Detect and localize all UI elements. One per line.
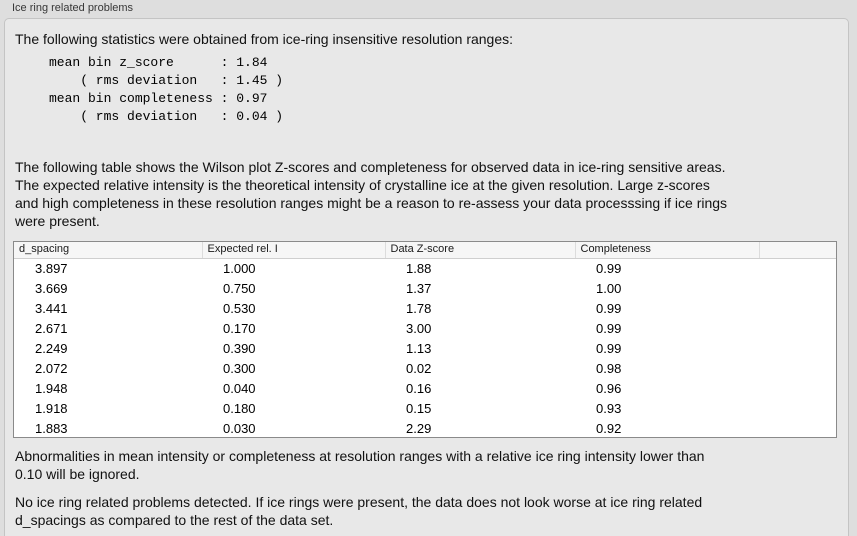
table-cell: 1.883	[35, 420, 68, 436]
table-header-row: d_spacing Expected rel. I Data Z-score C…	[14, 242, 836, 259]
table-row[interactable]: 3.669 0.750 1.37 1.00	[14, 278, 836, 298]
column-header-empty	[759, 242, 836, 259]
table-cell: 3.441	[35, 300, 68, 316]
table-cell: 0.93	[596, 400, 622, 416]
table-cell	[759, 278, 836, 298]
table-cell: 0.99	[596, 340, 622, 356]
table-cell: 0.170	[223, 320, 256, 336]
table-row[interactable]: 1.918 0.180 0.15 0.93	[14, 398, 836, 418]
table-cell: 0.390	[223, 340, 256, 356]
table-row[interactable]: 2.072 0.300 0.02 0.98	[14, 358, 836, 378]
table-cell: 0.99	[596, 300, 622, 316]
table-row[interactable]: 1.948 0.040 0.16 0.96	[14, 378, 836, 398]
table-cell: 0.02	[406, 360, 432, 376]
table-cell: 1.78	[406, 300, 432, 316]
table-row[interactable]: 3.441 0.530 1.78 0.99	[14, 298, 836, 318]
table-cell: 0.030	[223, 420, 256, 436]
ice-ring-table[interactable]: d_spacing Expected rel. I Data Z-score C…	[13, 241, 837, 438]
table-cell: 0.98	[596, 360, 622, 376]
table-cell: 0.300	[223, 360, 256, 376]
table-cell: 1.948	[35, 380, 68, 396]
table-cell	[759, 258, 836, 278]
table-row[interactable]: 1.883 0.030 2.29 0.92	[14, 418, 836, 437]
stats-block: mean bin z_score : 1.84 ( rms deviation …	[49, 55, 284, 124]
table-cell	[759, 318, 836, 338]
table-cell: 3.669	[35, 280, 68, 296]
table-body: 3.897 1.000 1.88 0.99 3.669 0.750 1.37 1.00 3.44…	[14, 258, 836, 437]
ice-ring-data-table: d_spacing Expected rel. I Data Z-score C…	[14, 242, 836, 437]
table-cell: 1.13	[406, 340, 432, 356]
table-cell: 2.072	[35, 360, 68, 376]
table-cell: 0.15	[406, 400, 432, 416]
table-cell: 2.249	[35, 340, 68, 356]
column-header-expected-rel-i[interactable]: Expected rel. I	[202, 242, 386, 259]
table-cell: 3.00	[406, 320, 432, 336]
table-cell: 1.88	[406, 260, 432, 276]
panel-title: Ice ring related problems	[12, 2, 134, 14]
table-cell: 0.99	[596, 260, 622, 276]
table-cell: 0.92	[596, 420, 622, 436]
table-row[interactable]: 2.671 0.170 3.00 0.99	[14, 318, 836, 338]
table-cell: 1.37	[406, 280, 432, 296]
table-cell: 0.99	[596, 320, 622, 336]
table-cell: 0.180	[223, 400, 256, 416]
table-cell	[759, 358, 836, 378]
column-header-completeness[interactable]: Completeness	[575, 242, 760, 259]
table-row[interactable]: 3.897 1.000 1.88 0.99	[14, 258, 836, 278]
column-header-data-z-score[interactable]: Data Z-score	[385, 242, 576, 259]
table-cell	[759, 418, 836, 437]
table-cell: 2.29	[406, 420, 432, 436]
table-cell: 1.00	[596, 280, 622, 296]
table-cell: 1.918	[35, 400, 68, 416]
table-cell: 2.671	[35, 320, 68, 336]
table-cell	[759, 378, 836, 398]
table-cell: 1.000	[223, 260, 256, 276]
table-cell	[759, 398, 836, 418]
ice-ring-groupbox: The following statistics were obtained f…	[4, 18, 849, 536]
table-cell: 0.16	[406, 380, 432, 396]
table-cell: 3.897	[35, 260, 68, 276]
table-cell: 0.530	[223, 300, 256, 316]
table-cell	[759, 298, 836, 318]
conclusion-text: No ice ring related problems detected. I…	[15, 494, 703, 528]
column-header-d-spacing[interactable]: d_spacing	[14, 242, 203, 259]
table-cell: 0.96	[596, 380, 622, 396]
table-description-text: The following table shows the Wilson plo…	[15, 159, 728, 229]
table-row[interactable]: 2.249 0.390 1.13 0.99	[14, 338, 836, 358]
table-cell: 0.750	[223, 280, 256, 296]
intro-text: The following statistics were obtained f…	[15, 31, 514, 47]
table-cell: 0.040	[223, 380, 256, 396]
table-cell	[759, 338, 836, 358]
ignore-rule-text: Abnormalities in mean intensity or compl…	[15, 448, 705, 482]
